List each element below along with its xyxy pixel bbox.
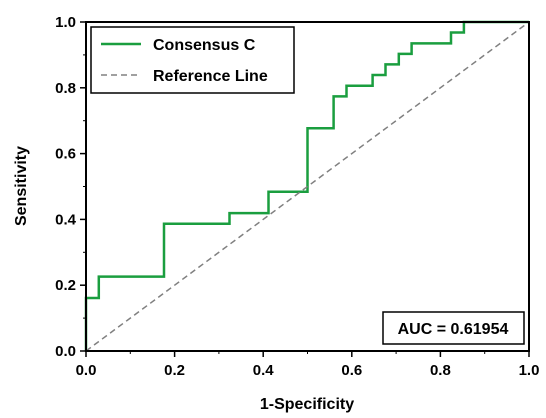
- x-tick-label: 0.0: [76, 362, 97, 379]
- x-tick-label: 0.2: [164, 362, 185, 379]
- series-line-consensus-c: [84, 20, 529, 351]
- x-tick-label: 0.6: [341, 362, 362, 379]
- auc-box: [382, 311, 525, 345]
- x-tick-label: 0.8: [430, 362, 451, 379]
- y-axis-title: Sensitivity: [13, 146, 30, 226]
- legend-label-reference-line: Reference Line: [153, 68, 268, 85]
- y-tick-label: 0.0: [55, 343, 76, 360]
- x-tick-label: 1.0: [519, 362, 540, 379]
- y-tick-label: 1.0: [55, 14, 76, 31]
- x-tick-label: 0.4: [253, 362, 275, 379]
- y-axis-ticks: 0.0 0.2 0.4 0.6 0.8 1.0: [55, 14, 86, 360]
- curves-layer: [84, 20, 530, 352]
- y-tick-label: 0.8: [55, 80, 76, 97]
- x-axis-title: 1-Specificity: [260, 396, 354, 413]
- legend: Consensus C Reference Line: [90, 26, 295, 94]
- series-line-reference-line: [85, 21, 530, 352]
- legend-box: [90, 26, 295, 94]
- auc-label: AUC = 0.61954: [398, 321, 509, 338]
- y-tick-label: 0.2: [55, 277, 76, 294]
- y-tick-label: 0.6: [55, 146, 76, 163]
- y-tick-label: 0.4: [55, 211, 77, 228]
- auc-annotation: AUC = 0.61954: [382, 311, 525, 345]
- legend-label-consensus-c: Consensus C: [153, 37, 256, 54]
- x-axis-ticks: 0.0 0.2 0.4 0.6 0.8 1.0: [76, 351, 540, 379]
